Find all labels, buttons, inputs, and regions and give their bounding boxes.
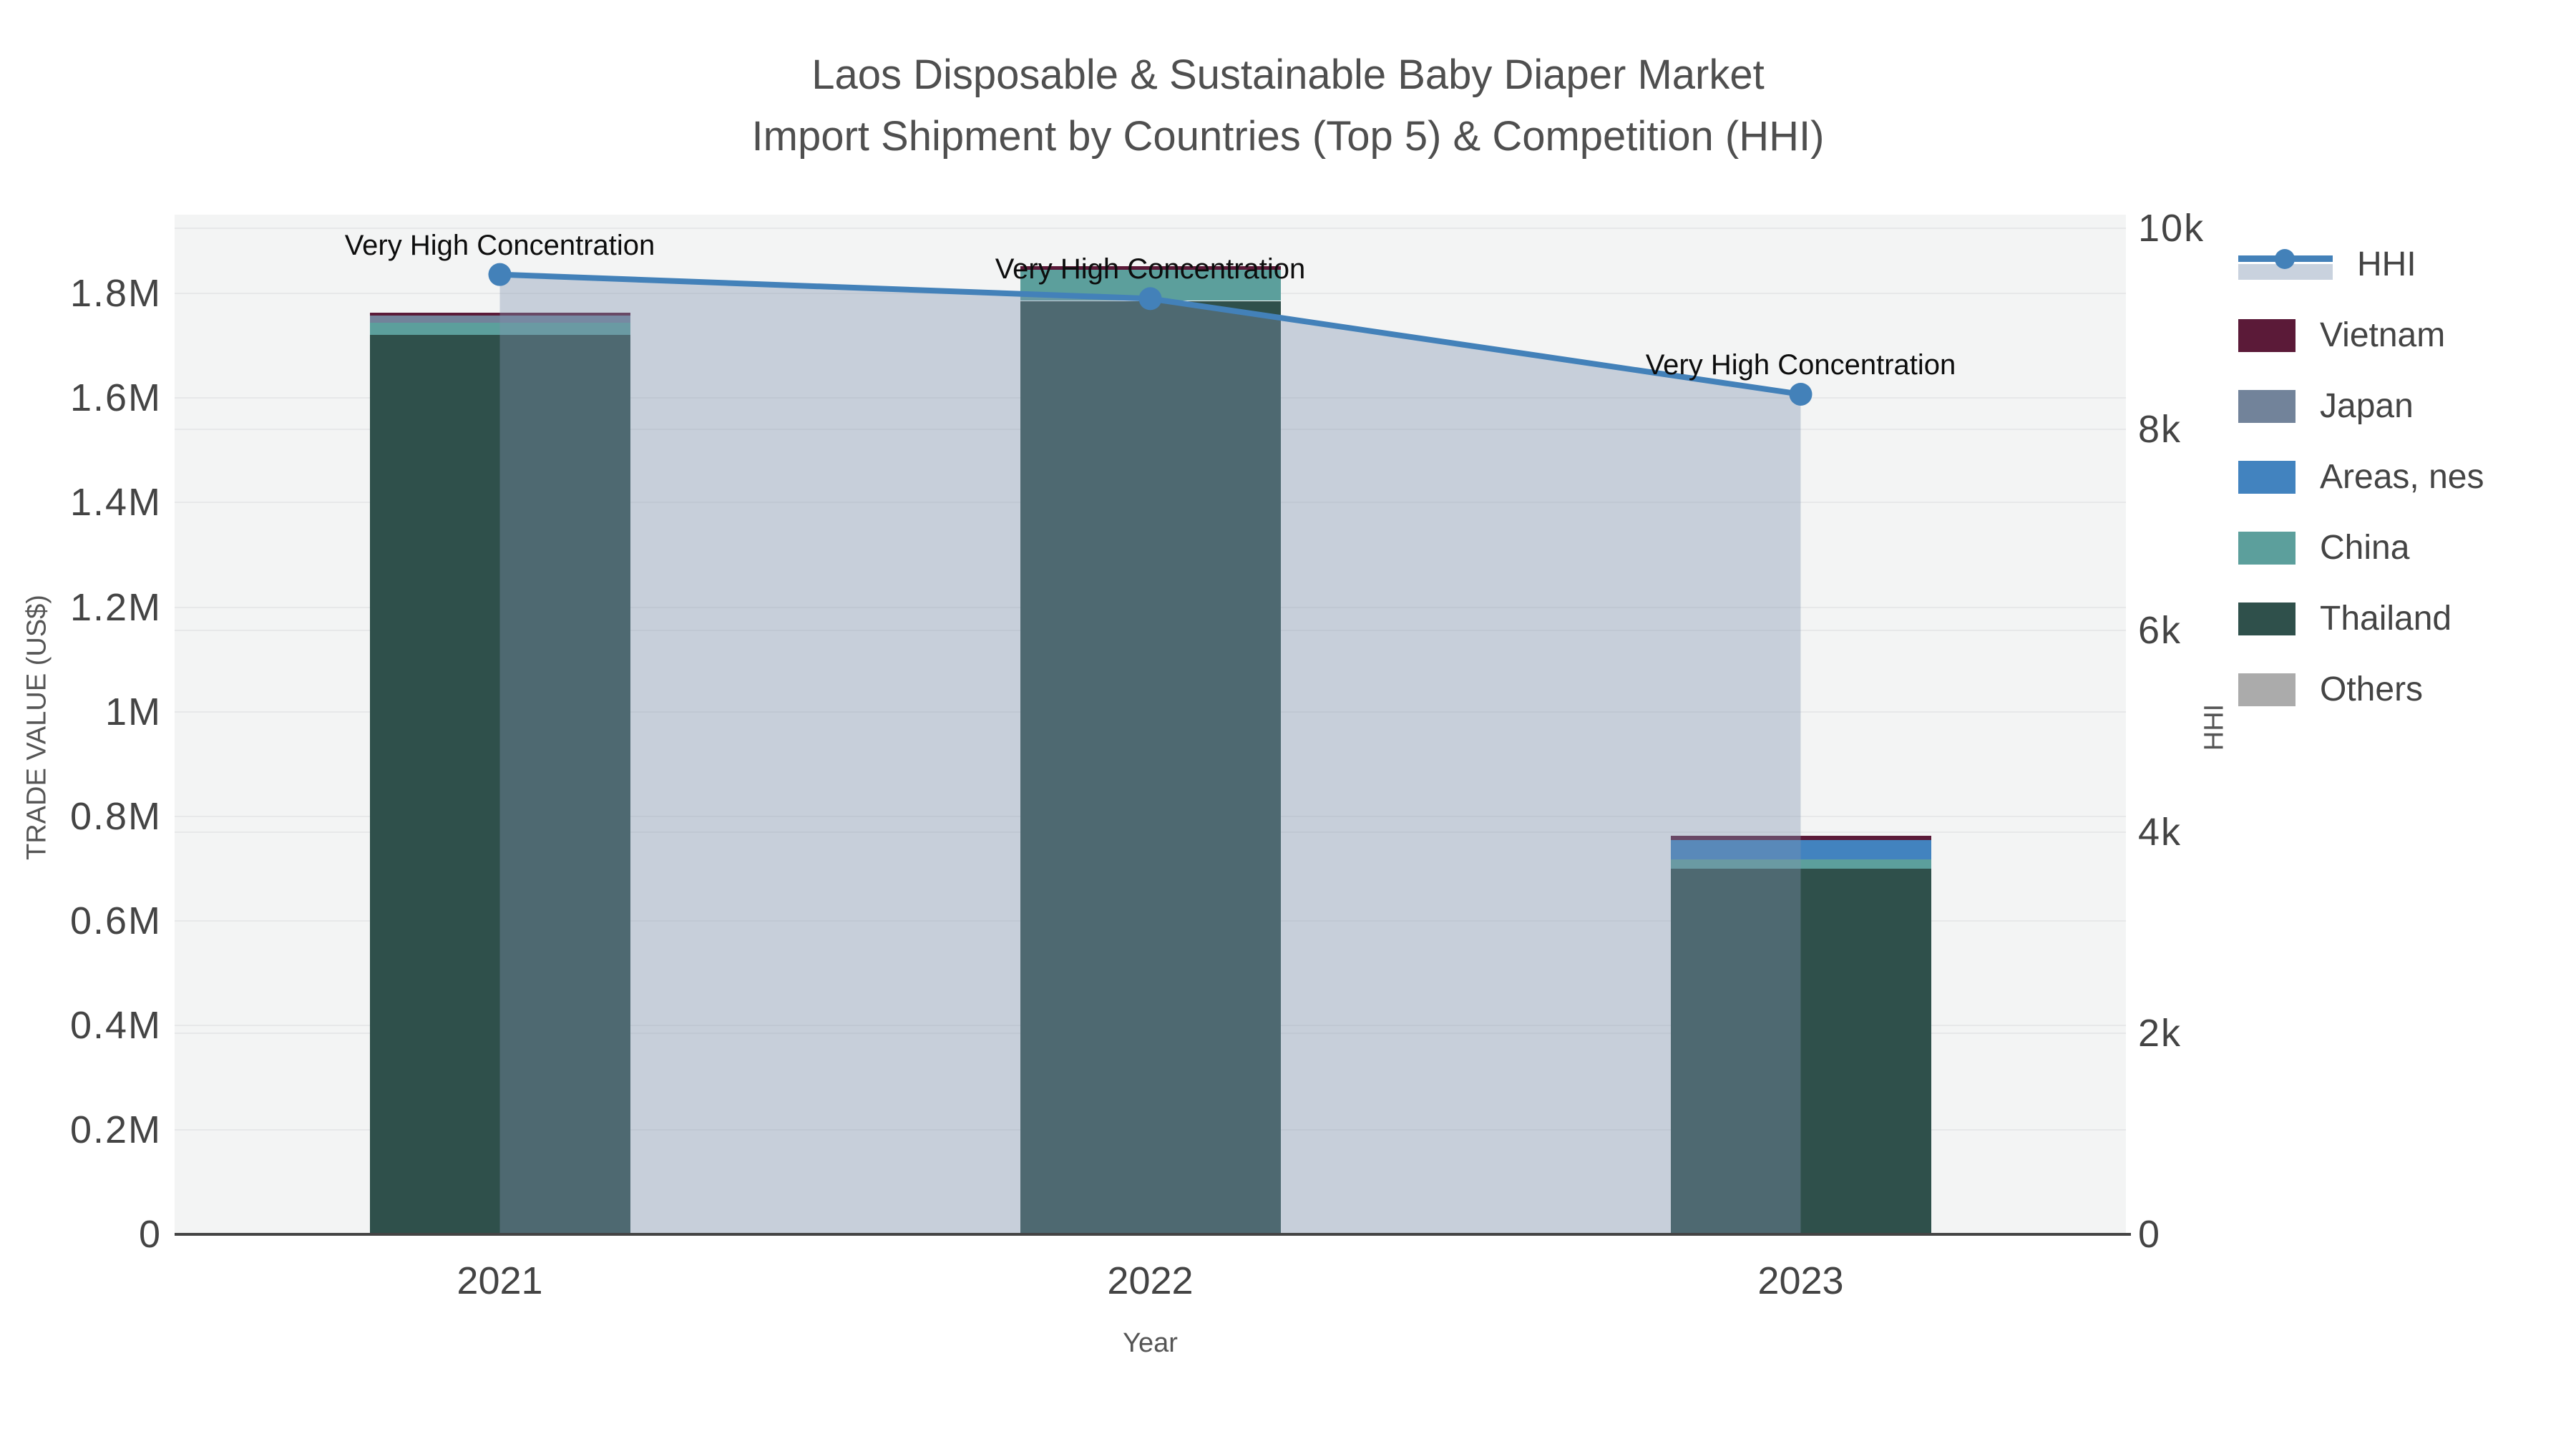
bar-segment-vietnam <box>1020 266 1281 270</box>
bar-segment-china <box>369 322 630 335</box>
y-right-tick-8k: 8k <box>2138 408 2182 452</box>
bar-segment-japan <box>369 315 630 323</box>
x-axis-line <box>175 1233 2131 1236</box>
y-axis-right-title: HHI <box>2199 703 2230 751</box>
hhi-legend-symbol <box>2238 248 2333 281</box>
bar-segment-china <box>1670 859 1931 869</box>
hhi-marker-2021 <box>488 263 512 286</box>
annotation-2023: Very High Concentration <box>1645 348 1956 381</box>
legend-item-others[interactable]: Others <box>2238 670 2484 709</box>
legend-item-thailand[interactable]: Thailand <box>2238 599 2484 638</box>
y-left-tick-1.2M: 1.2M <box>69 585 162 629</box>
y-axis-left-title: TRADE VALUE (US$) <box>21 595 52 860</box>
hhi-line-chart <box>488 263 1813 1234</box>
bar-segment-vietnam <box>369 312 630 316</box>
y-left-tick-1.4M: 1.4M <box>69 481 162 525</box>
hhi-legend-band <box>2238 263 2333 280</box>
y-right-tick-6k: 6k <box>2138 609 2182 653</box>
y-right-tick-0: 0 <box>2138 1213 2162 1256</box>
y-left-tick-0.8M: 0.8M <box>69 794 162 838</box>
legend-item-hhi[interactable]: HHI <box>2238 245 2484 284</box>
hhi-marker-2022 <box>1138 287 1162 311</box>
annotation-2021: Very High Concentration <box>344 229 655 261</box>
bar-segment-thailand <box>369 334 630 1234</box>
y-left-tick-0.2M: 0.2M <box>69 1108 162 1151</box>
legend-swatch <box>2238 602 2296 635</box>
legend-label: Areas, nes <box>2320 458 2484 496</box>
legend-swatch <box>2238 389 2296 423</box>
legend-label: HHI <box>2357 245 2416 283</box>
legend-swatch <box>2238 673 2296 706</box>
y-left-tick-0.6M: 0.6M <box>69 899 162 942</box>
legend-label: Others <box>2320 670 2424 708</box>
x-axis-title: Year <box>1123 1328 1178 1358</box>
hhi-marker-2023 <box>1789 382 1813 406</box>
plot-area: Very High Concentration Very High Concent… <box>175 215 2126 1234</box>
legend-label: China <box>2320 529 2410 567</box>
legend-label: Thailand <box>2320 600 2452 638</box>
gridline-right[interactable] <box>175 227 2126 229</box>
bar-segment-vietnam <box>1670 836 1931 840</box>
legend-item-japan[interactable]: Japan <box>2238 386 2484 426</box>
bar-segment-thailand <box>1670 868 1931 1234</box>
x-tick-2023: 2023 <box>1757 1259 1844 1302</box>
y-left-tick-0: 0 <box>138 1213 162 1256</box>
x-tick-2021: 2021 <box>457 1259 543 1302</box>
legend-swatch <box>2238 531 2296 565</box>
y-right-tick-4k: 4k <box>2138 810 2182 854</box>
bar-segment-areas-nes <box>1670 839 1931 859</box>
y-left-tick-1.8M: 1.8M <box>69 272 162 316</box>
hhi-legend-dot <box>2275 248 2295 269</box>
y-right-tick-10k: 10k <box>2138 206 2205 250</box>
legend-item-china[interactable]: China <box>2238 528 2484 567</box>
chart-title-line1: Laos Disposable & Sustainable Baby Diape… <box>811 52 1765 98</box>
legend-label: Japan <box>2320 387 2414 425</box>
legend-item-vietnam[interactable]: Vietnam <box>2238 316 2484 355</box>
x-tick-2022: 2022 <box>1107 1259 1194 1302</box>
legend: HHI Vietnam Japan Areas, nes China Thailand Ot… <box>2238 245 2484 741</box>
y-left-tick-0.4M: 0.4M <box>69 1003 162 1047</box>
legend-swatch <box>2238 460 2296 494</box>
chart-title-line2: Import Shipment by Countries (Top 5) & C… <box>751 113 1825 160</box>
legend-label: Vietnam <box>2320 316 2446 354</box>
hhi-area-fill <box>499 274 1801 1234</box>
y-left-tick-1M: 1M <box>104 690 162 733</box>
annotation-2022: Very High Concentration <box>995 253 1306 286</box>
y-right-tick-2k: 2k <box>2138 1011 2182 1055</box>
legend-item-areas-nes[interactable]: Areas, nes <box>2238 457 2484 497</box>
legend-swatch <box>2238 318 2296 352</box>
y-left-tick-1.6M: 1.6M <box>69 376 162 420</box>
bar-segment-thailand <box>1020 301 1281 1234</box>
